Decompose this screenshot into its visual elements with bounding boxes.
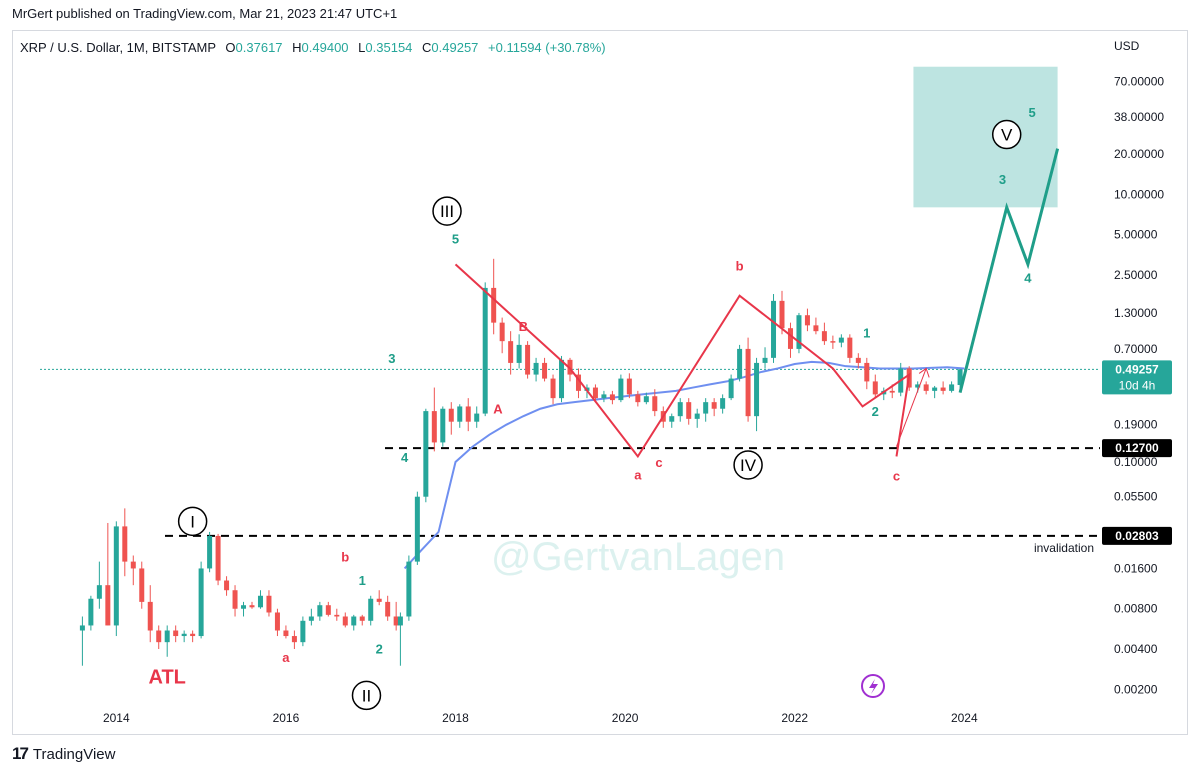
published-line: MrGert published on TradingView.com, Mar… (12, 6, 398, 21)
legend-close: 0.49257 (431, 40, 479, 55)
legend-symbol[interactable]: XRP / U.S. Dollar, 1M, BITSTAMP (20, 40, 216, 55)
footer-brand[interactable]: TradingView (32, 745, 116, 763)
tradingview-logo-icon: 17 (12, 744, 29, 763)
footer: 17 TradingView (12, 744, 115, 764)
legend-high-label: H (292, 40, 302, 55)
legend-open-label: O (225, 40, 236, 55)
legend-low: 0.35154 (365, 40, 413, 55)
chart-legend: XRP / U.S. Dollar, 1M, BITSTAMP O0.37617… (20, 40, 612, 55)
legend-high: 0.49400 (301, 40, 349, 55)
legend-change: +0.11594 (+30.78%) (488, 40, 606, 55)
legend-low-label: L (358, 40, 366, 55)
chart-frame (12, 30, 1188, 735)
legend-open: 0.37617 (235, 40, 283, 55)
legend-close-label: C (422, 40, 432, 55)
